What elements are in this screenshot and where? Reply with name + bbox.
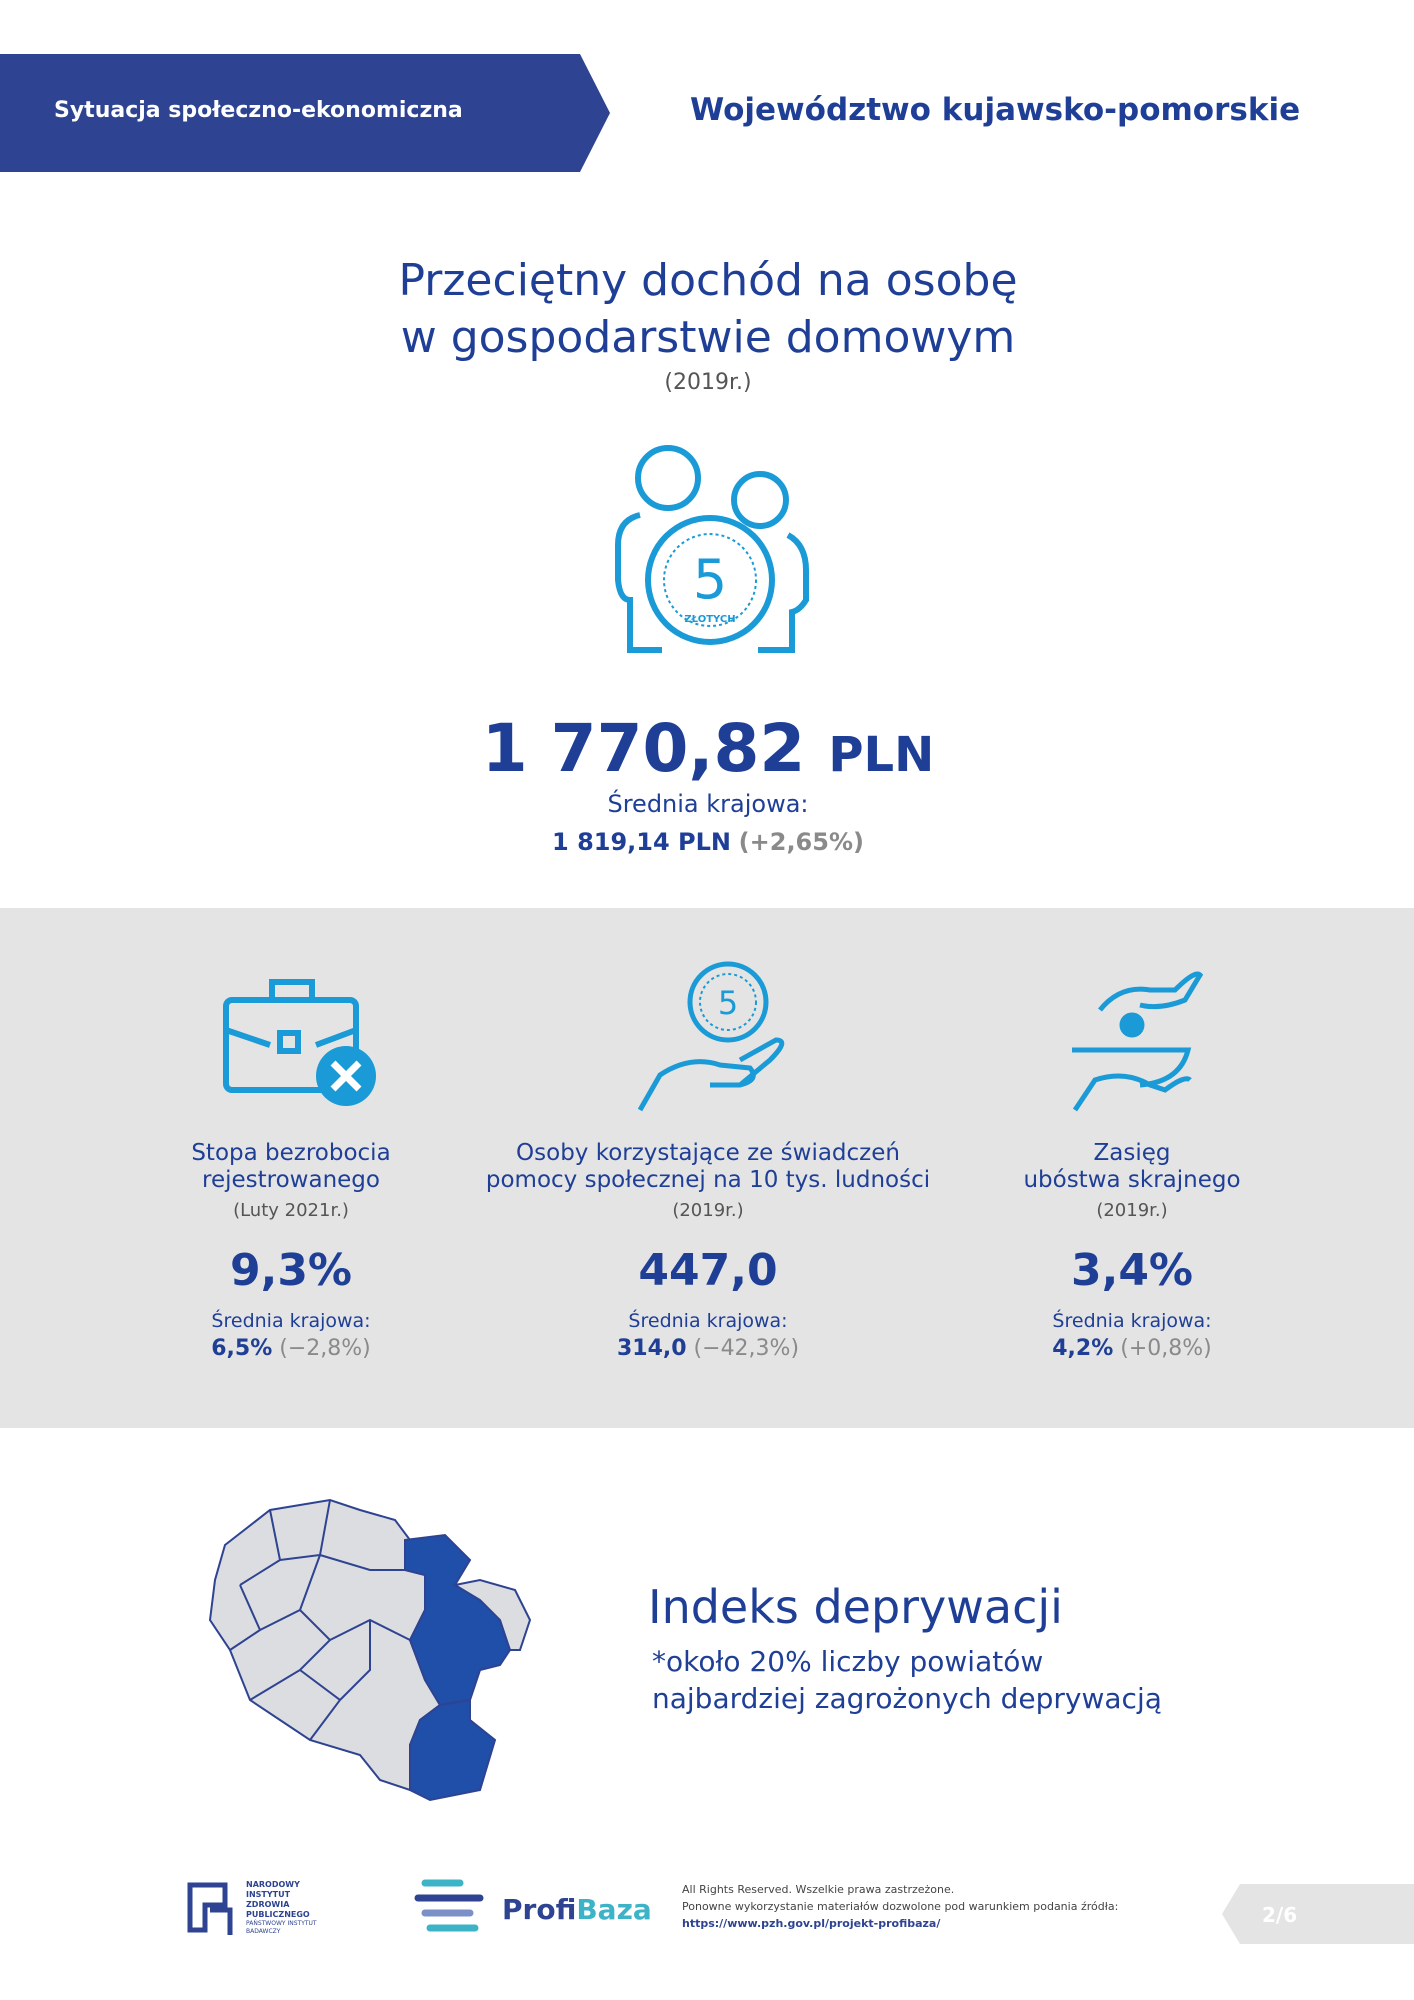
coin-value: 5 — [693, 548, 727, 611]
deprivation-note: *około 20% liczby powiatów — [652, 1645, 1044, 1678]
national-diff: (+2,65%) — [738, 828, 864, 856]
title-line: Przeciętny dochód na osobę — [398, 255, 1018, 306]
section-label: Sytuacja społeczno-ekonomiczna — [54, 98, 463, 123]
national-value: 1 819,14 PLN — [552, 828, 732, 856]
gray-band — [0, 908, 1414, 1428]
page-number-box — [1222, 1884, 1414, 1944]
national-line: 4,2% (+0,8%) — [1052, 1336, 1212, 1361]
indicator-period: (Luty 2021r.) — [233, 1200, 349, 1221]
coin-value: 5 — [718, 984, 738, 1022]
indicator-value: 447,0 — [638, 1245, 778, 1296]
briefcase-icon — [223, 979, 359, 1093]
nizp-line: INSTYTUT — [246, 1890, 291, 1899]
profibaza-name: ProfiBaza — [502, 1893, 652, 1926]
indicator-value: 9,3% — [229, 1245, 353, 1296]
indicator-label: pomocy społecznej na 10 tys. ludności — [485, 1167, 931, 1193]
giving-icon — [1072, 971, 1204, 1112]
profibaza-part: Profi — [502, 1893, 577, 1926]
rights: All Rights Reserved. Wszelkie prawa zast… — [682, 1883, 955, 1896]
national-diff: (+0,8%) — [1120, 1336, 1212, 1361]
hand-coin-icon — [637, 961, 785, 1112]
national-label: Średnia krajowa: — [211, 1310, 371, 1332]
indicator-label: Zasięg — [1093, 1140, 1171, 1166]
deprivation-note: najbardziej zagrożonych deprywacją — [652, 1682, 1162, 1715]
indicator-period: (2019r.) — [672, 1200, 744, 1221]
url[interactable]: https://www.pzh.gov.pl/projekt-profibaza… — [682, 1917, 941, 1930]
indicator-label: Osoby korzystające ze świadczeń — [516, 1140, 900, 1166]
profibaza-part: Baza — [576, 1893, 652, 1926]
nizp-line: ZDROWIA — [246, 1900, 290, 1909]
nizp-text: NARODOWY INSTYTUT ZDROWIA PUBLICZNEGO PA… — [246, 1880, 317, 1936]
rights: Ponowne wykorzystanie materiałów dozwolo… — [682, 1900, 1119, 1913]
title-line: w gospodarstwie domowym — [400, 312, 1016, 363]
income-value: 1 770,82 PLN — [482, 710, 935, 787]
page-number: 2/6 — [1262, 1903, 1298, 1927]
nizp-sub: BADAWCZY — [246, 1928, 281, 1935]
nizp-line: NARODOWY — [246, 1880, 300, 1889]
header-band — [0, 54, 610, 172]
indicator-value: 3,4% — [1070, 1245, 1194, 1296]
national-label: Średnia krajowa: — [628, 1310, 788, 1332]
powiat-map — [208, 1498, 532, 1802]
national-line: 6,5% (−2,8%) — [211, 1336, 371, 1361]
indicator-label: rejestrowanego — [202, 1167, 380, 1193]
national-label: Średnia krajowa: — [1052, 1310, 1212, 1332]
x-mark — [330, 1060, 362, 1092]
value: 1 770,82 — [481, 710, 806, 787]
region-title: Województwo kujawsko-pomorskie — [690, 92, 1301, 128]
nizp-line: PUBLICZNEGO — [246, 1910, 310, 1919]
indicator-period: (2019r.) — [1096, 1200, 1168, 1221]
national-diff: (−42,3%) — [693, 1336, 800, 1361]
national-value: 6,5% — [211, 1336, 273, 1361]
period: (2019r.) — [664, 370, 752, 395]
unit: PLN — [828, 727, 935, 783]
national-value: 314,0 — [616, 1336, 687, 1361]
national-diff: (−2,8%) — [279, 1336, 371, 1361]
deprivation-title: Indeks deprywacji — [648, 1580, 1063, 1634]
profibaza-logo — [414, 1879, 484, 1932]
family-icon — [615, 445, 809, 653]
national-line: 314,0 (−42,3%) — [617, 1336, 799, 1361]
nizp-sub: PAŃSTWOWY INSTYTUT — [246, 1920, 317, 1927]
national-value: 4,2% — [1052, 1336, 1114, 1361]
indicator-label: ubóstwa skrajnego — [1023, 1167, 1241, 1193]
national-label: Średnia krajowa: — [607, 790, 809, 818]
nizp-logo — [187, 1882, 233, 1935]
national-line: 1 819,14 PLN (+2,65%) — [552, 828, 864, 856]
coin-text: ZŁOTYCH — [684, 614, 735, 625]
indicator-label: Stopa bezrobocia — [191, 1140, 391, 1166]
